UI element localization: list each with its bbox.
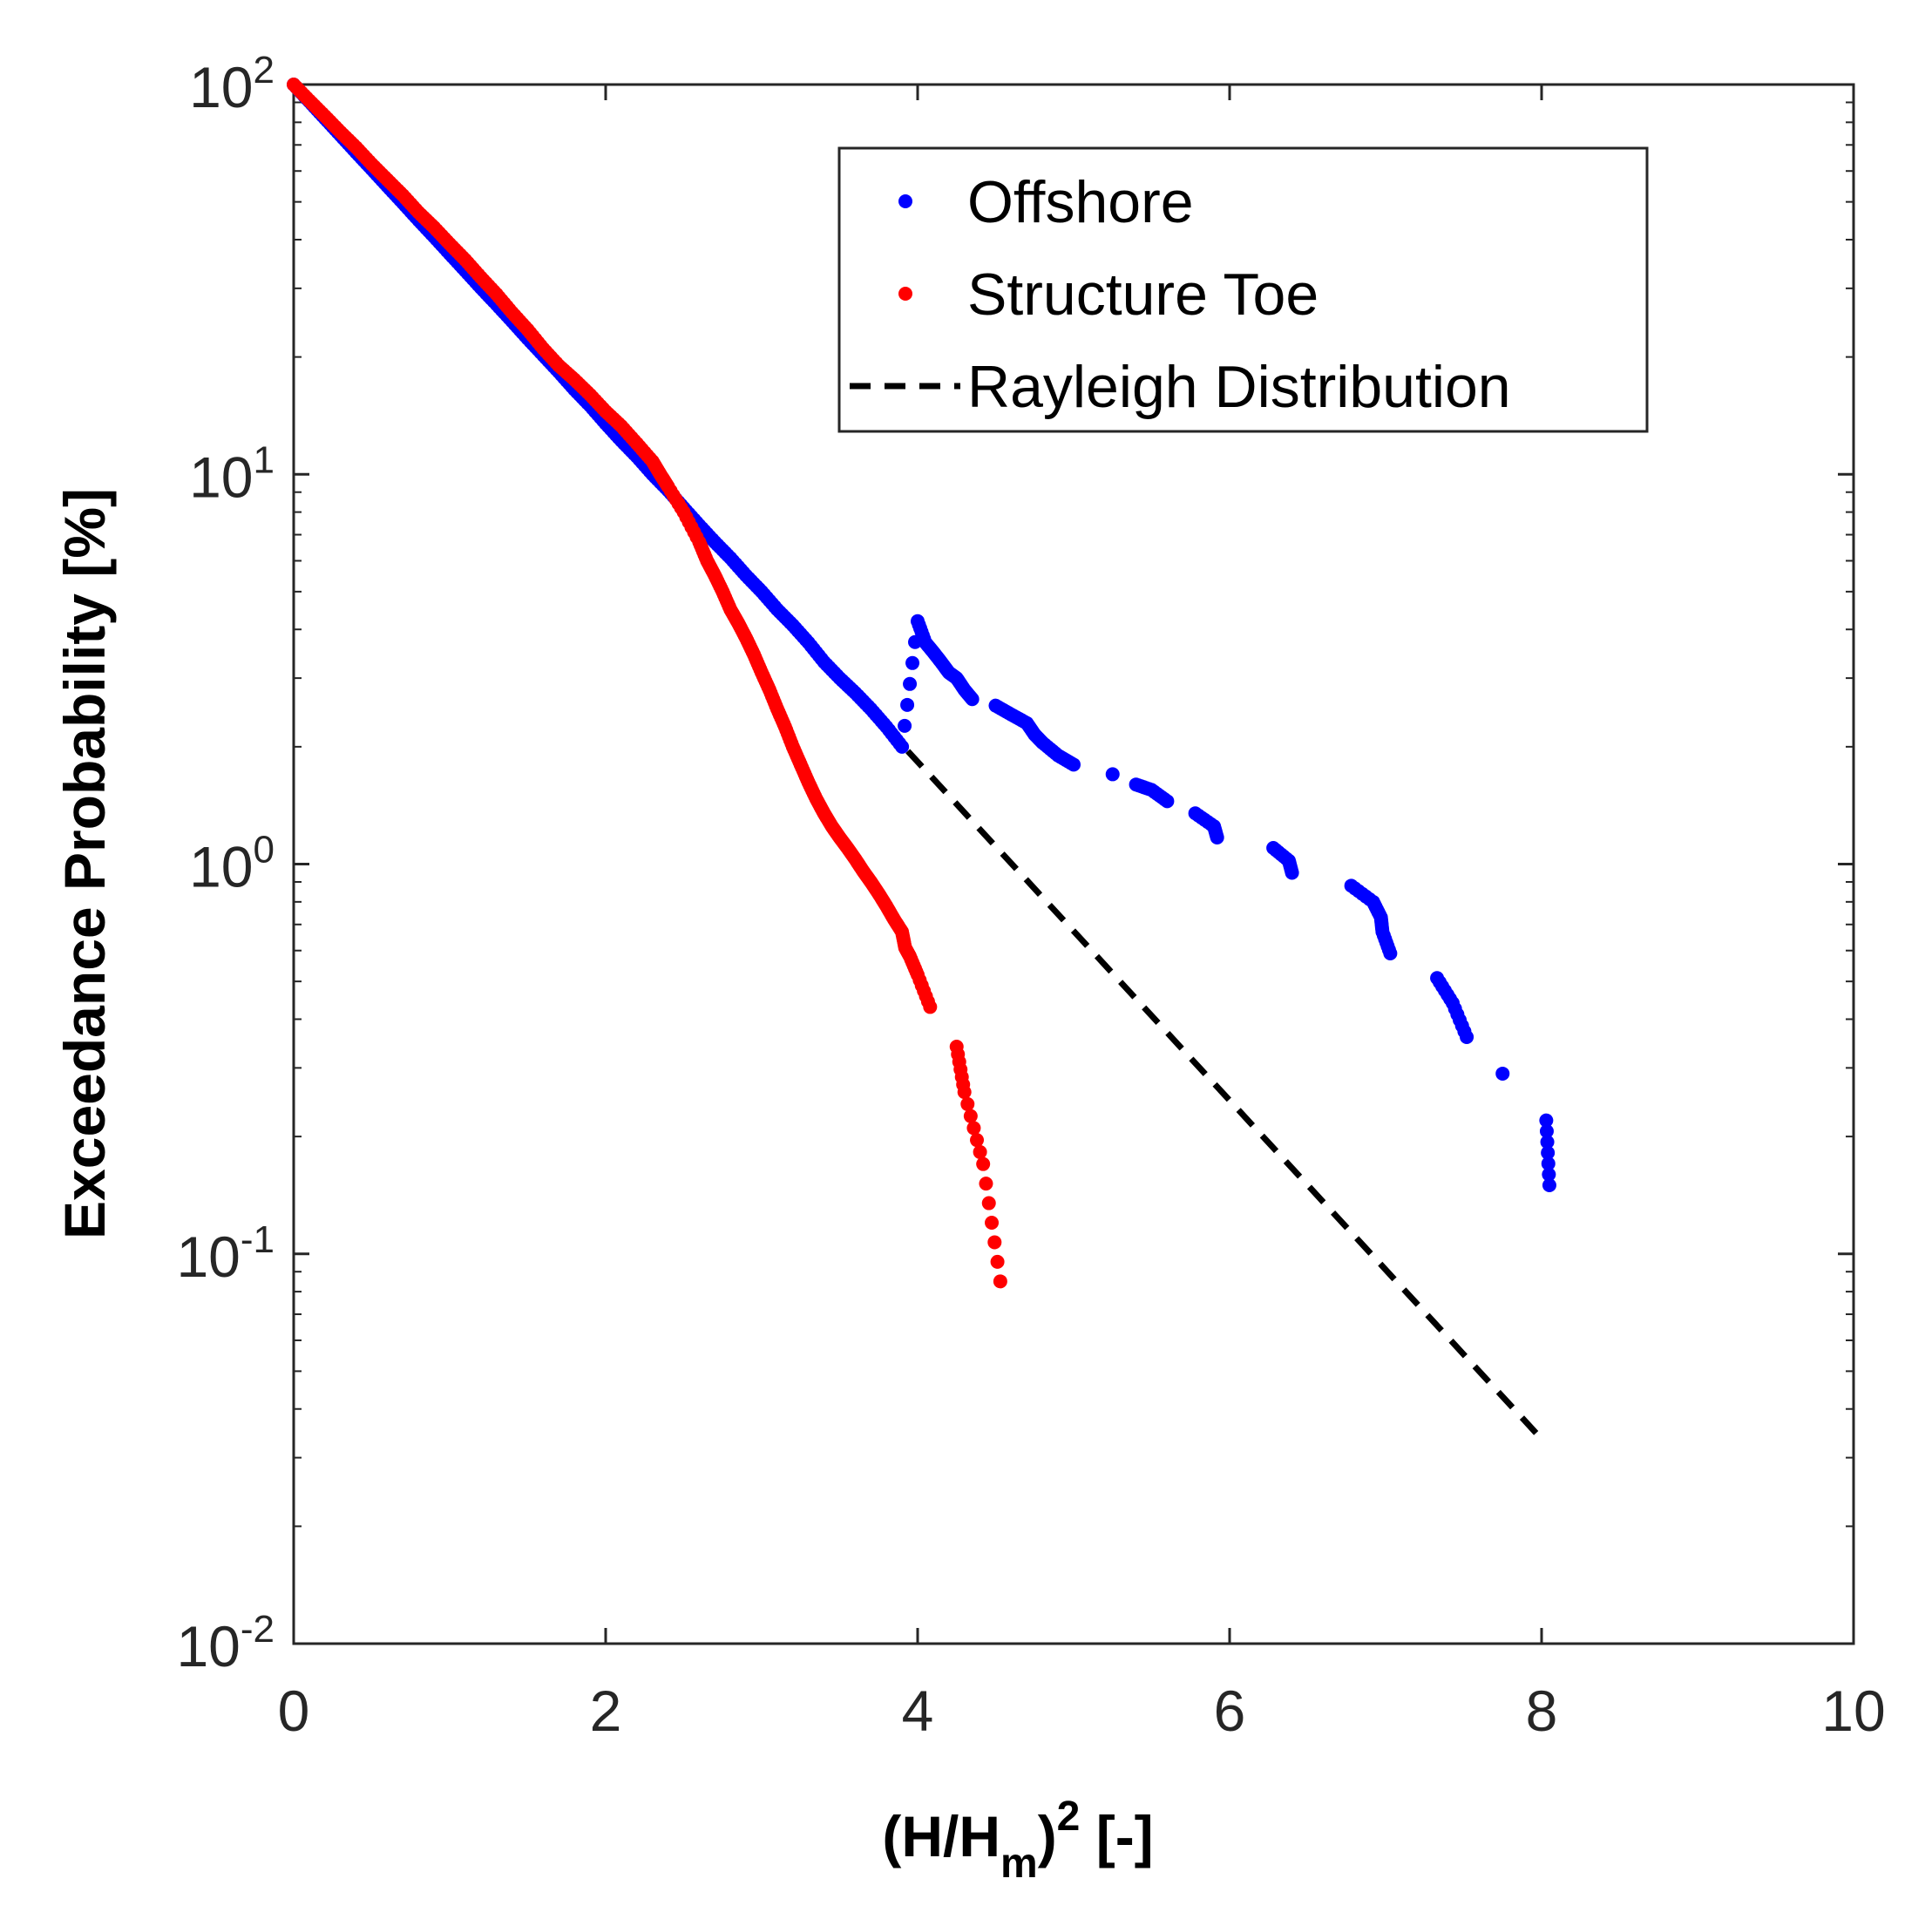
y-tick-label-exp: 2 [254,49,275,92]
y-tick-label: 10-1 [176,1218,275,1289]
structure-toe-point [981,1196,996,1211]
y-axis-title: Exceedance Probability [%] [52,488,117,1239]
y-tick-label: 102 [189,49,275,119]
x-tick-label: 2 [590,1678,622,1743]
offshore-point [1383,946,1398,960]
x-axis-title-close: ) [1038,1804,1057,1868]
offshore-point [1539,1113,1554,1128]
series-rayleigh [291,82,1544,1441]
offshore-point [1539,1124,1554,1139]
offshore-point [895,739,910,754]
offshore-point [905,655,920,670]
x-axis-title-sub: m [1000,1841,1038,1887]
y-tick-label: 10-2 [176,1608,275,1678]
offshore-point [1542,1167,1556,1182]
offshore-point [1067,757,1081,772]
structure-toe-point [923,1000,938,1014]
x-tick-labels: 0 2 4 6 8 10 [278,1678,1886,1743]
y-tick-label-base: 10 [189,444,253,509]
x-axis-title: (H/Hm)2 [-] [882,1794,1153,1887]
x-tick-label: 10 [1821,1678,1885,1743]
structure-toe-point [973,1144,987,1159]
y-tick-label-base: 10 [176,1614,240,1678]
legend-label-rayleigh: Rayleigh Distribution [967,354,1511,420]
structure-toe-point [957,1085,972,1100]
structure-toe-point [963,1109,978,1123]
structure-toe-point [985,1215,1000,1230]
offshore-point [1285,865,1299,880]
structure-toe-point [966,1121,981,1136]
offshore-point [1105,767,1120,782]
structure-toe-point [960,1096,975,1111]
x-axis-title-sup: 2 [1057,1794,1081,1840]
offshore-point [1160,794,1175,809]
y-tick-label-base: 10 [189,55,253,119]
x-tick-label: 8 [1526,1678,1558,1743]
offshore-point [1210,831,1224,845]
structure-toe-point [987,1235,1002,1250]
x-axis-title-main: (H/H [882,1804,1000,1868]
offshore-point [1540,1135,1555,1149]
y-tick-label-base: 10 [189,835,253,899]
structure-toe-point [993,1274,1007,1289]
legend-label-structure-toe: Structure Toe [967,261,1319,328]
offshore-point [898,718,912,733]
offshore-point [900,697,915,712]
x-tick-label: 4 [902,1678,934,1743]
legend-label-offshore: Offshore [967,169,1194,235]
x-tick-label: 0 [278,1678,310,1743]
offshore-point [965,692,980,707]
legend-marker-structure-toe [898,287,912,301]
legend-box [837,146,1649,433]
y-tick-label: 100 [189,829,275,899]
series-structure-toe [287,78,1007,1289]
ticks [292,83,1855,1645]
offshore-point [1460,1029,1474,1044]
legend-marker-offshore [898,194,912,208]
x-tick-label: 6 [1214,1678,1246,1743]
x-axis-title-tail: [-] [1080,1804,1153,1868]
structure-toe-point [979,1177,993,1191]
offshore-point [1541,1145,1556,1160]
offshore-point [1495,1066,1510,1081]
y-tick-label-exp: 1 [254,438,275,481]
structure-toe-point [990,1254,1005,1269]
structure-toe-point [970,1133,985,1148]
offshore-point [1542,1177,1556,1192]
legend: Offshore Structure Toe Rayleigh Distribu… [837,146,1649,433]
offshore-point [1541,1156,1556,1171]
y-tick-label-exp: 0 [254,829,275,871]
y-tick-label: 101 [189,438,275,509]
y-tick-label-exp: -2 [241,1608,275,1651]
y-tick-label-exp: -1 [241,1218,275,1261]
rayleigh-line [291,82,1544,1441]
structure-toe-point [976,1156,991,1171]
offshore-point [903,676,918,691]
y-tick-label-base: 10 [176,1224,240,1289]
